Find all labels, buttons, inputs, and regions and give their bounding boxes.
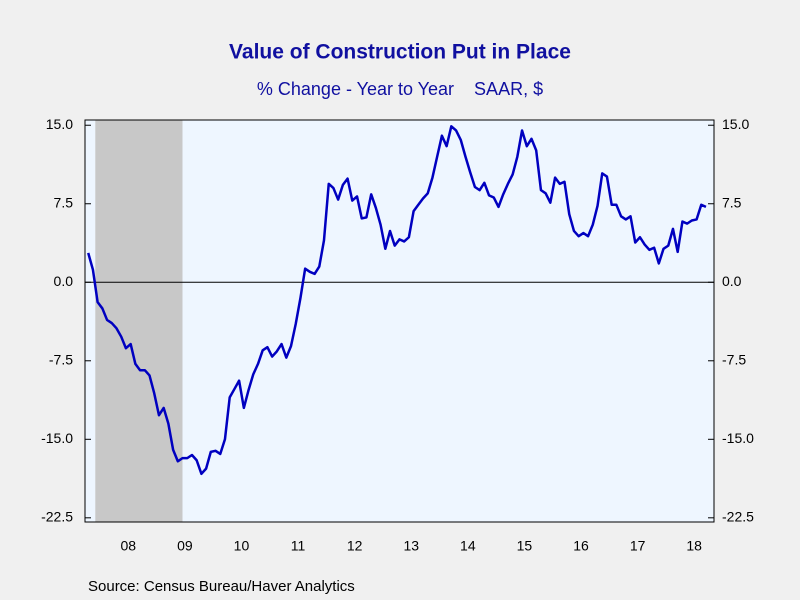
x-tick-label: 09	[177, 538, 193, 554]
y2-tick-label: -22.5	[722, 509, 754, 525]
y-tick-label: -7.5	[49, 351, 73, 367]
y-tick-label: -22.5	[41, 509, 73, 525]
chart-subtitle: % Change - Year to Year SAAR, $	[257, 79, 543, 99]
y2-tick-label: 15.0	[722, 116, 749, 132]
x-tick-label: 15	[517, 538, 533, 554]
y-tick-label: 7.5	[54, 194, 74, 210]
y2-tick-label: 7.5	[722, 194, 742, 210]
plot-frame	[84, 119, 715, 523]
x-tick-label: 10	[234, 538, 250, 554]
y2-tick-label: -15.0	[722, 430, 754, 446]
x-tick-label: 16	[573, 538, 589, 554]
y2-tick-label: -7.5	[722, 351, 746, 367]
x-tick-label: 13	[403, 538, 419, 554]
x-tick-label: 12	[347, 538, 363, 554]
x-tick-label: 08	[121, 538, 137, 554]
y-tick-label: 15.0	[46, 116, 73, 132]
x-tick-label: 11	[291, 538, 306, 554]
x-tick-label: 18	[686, 538, 702, 554]
y-tick-label: 0.0	[54, 273, 74, 289]
y-tick-label: -15.0	[41, 430, 73, 446]
y2-tick-label: 0.0	[722, 273, 742, 289]
data-line	[87, 125, 707, 476]
source-note: Source: Census Bureau/Haver Analytics	[88, 578, 355, 595]
x-tick-label: 14	[460, 538, 476, 554]
chart-title: Value of Construction Put in Place	[229, 41, 571, 64]
x-tick-label: 17	[630, 538, 646, 554]
